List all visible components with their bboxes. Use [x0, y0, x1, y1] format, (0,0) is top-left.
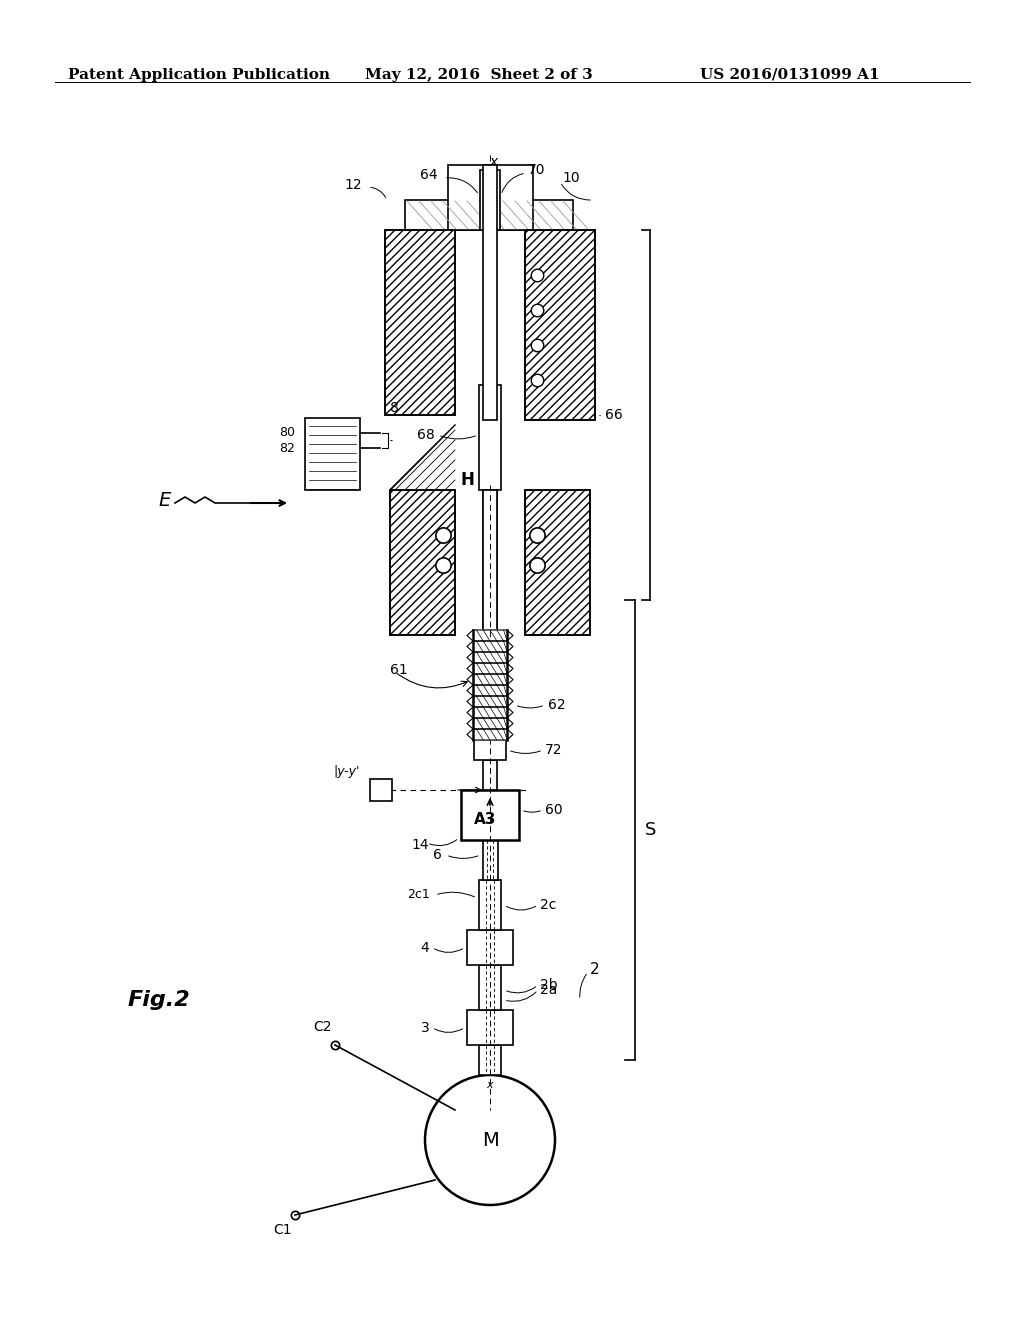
Bar — [479, 880, 501, 931]
Bar — [479, 385, 501, 490]
Bar — [406, 201, 573, 230]
Text: 6: 6 — [433, 847, 442, 862]
Bar — [305, 418, 360, 490]
Bar — [385, 230, 455, 414]
Bar — [467, 931, 513, 965]
Text: 80: 80 — [279, 426, 295, 440]
Text: 8: 8 — [390, 401, 399, 414]
Bar — [479, 965, 501, 1010]
Bar — [467, 1010, 513, 1045]
Polygon shape — [467, 675, 513, 685]
Text: 70: 70 — [528, 162, 546, 177]
Text: 2: 2 — [590, 962, 600, 978]
Bar — [525, 490, 590, 635]
Bar — [479, 1045, 501, 1074]
Text: 2c1: 2c1 — [408, 888, 430, 902]
Bar — [483, 165, 497, 420]
Bar — [370, 779, 392, 801]
Bar — [474, 741, 506, 760]
Bar — [447, 165, 532, 230]
Text: M: M — [481, 1130, 499, 1150]
Polygon shape — [467, 708, 513, 718]
Text: 2b: 2b — [540, 978, 558, 993]
Bar — [525, 490, 590, 635]
Text: May 12, 2016  Sheet 2 of 3: May 12, 2016 Sheet 2 of 3 — [365, 69, 593, 82]
Polygon shape — [467, 696, 513, 708]
Text: H: H — [460, 471, 474, 488]
Polygon shape — [467, 630, 513, 642]
Text: 2a: 2a — [540, 983, 557, 997]
Text: 14: 14 — [412, 838, 429, 851]
Text: 2c: 2c — [540, 898, 556, 912]
Bar — [525, 230, 595, 420]
Polygon shape — [467, 642, 513, 652]
Text: x: x — [486, 1080, 494, 1090]
Text: C2: C2 — [313, 1020, 332, 1034]
Text: S: S — [645, 821, 656, 840]
Bar — [390, 490, 455, 635]
Text: |y-y': |y-y' — [334, 766, 360, 779]
Text: Patent Application Publication: Patent Application Publication — [68, 69, 330, 82]
Bar — [461, 789, 519, 840]
Text: 10: 10 — [562, 172, 580, 185]
Text: 82: 82 — [280, 441, 295, 454]
Text: A3: A3 — [474, 813, 497, 828]
Text: 66: 66 — [605, 408, 623, 422]
Bar — [385, 230, 455, 414]
Text: x: x — [488, 154, 497, 169]
Text: E: E — [159, 491, 171, 510]
Text: Fig.2: Fig.2 — [128, 990, 190, 1010]
Polygon shape — [467, 718, 513, 729]
Bar — [483, 490, 497, 630]
Text: 60: 60 — [545, 803, 562, 817]
Polygon shape — [467, 663, 513, 675]
Bar — [483, 484, 497, 640]
Text: 61: 61 — [390, 663, 408, 677]
Bar — [390, 490, 455, 635]
Polygon shape — [467, 685, 513, 696]
Polygon shape — [467, 652, 513, 663]
Text: 62: 62 — [548, 698, 565, 711]
Text: 72: 72 — [545, 743, 562, 756]
Text: 12: 12 — [344, 178, 362, 191]
Bar — [390, 490, 455, 635]
Bar — [480, 170, 500, 230]
Text: 3: 3 — [421, 1020, 429, 1035]
Polygon shape — [467, 729, 513, 741]
Text: C1: C1 — [273, 1224, 292, 1237]
Text: 4: 4 — [421, 940, 429, 954]
Text: 68: 68 — [417, 428, 435, 442]
Text: 64: 64 — [421, 168, 438, 182]
Bar — [483, 624, 497, 640]
Bar — [482, 840, 498, 880]
Bar — [483, 760, 497, 789]
Text: US 2016/0131099 A1: US 2016/0131099 A1 — [700, 69, 880, 82]
Bar — [525, 230, 595, 420]
